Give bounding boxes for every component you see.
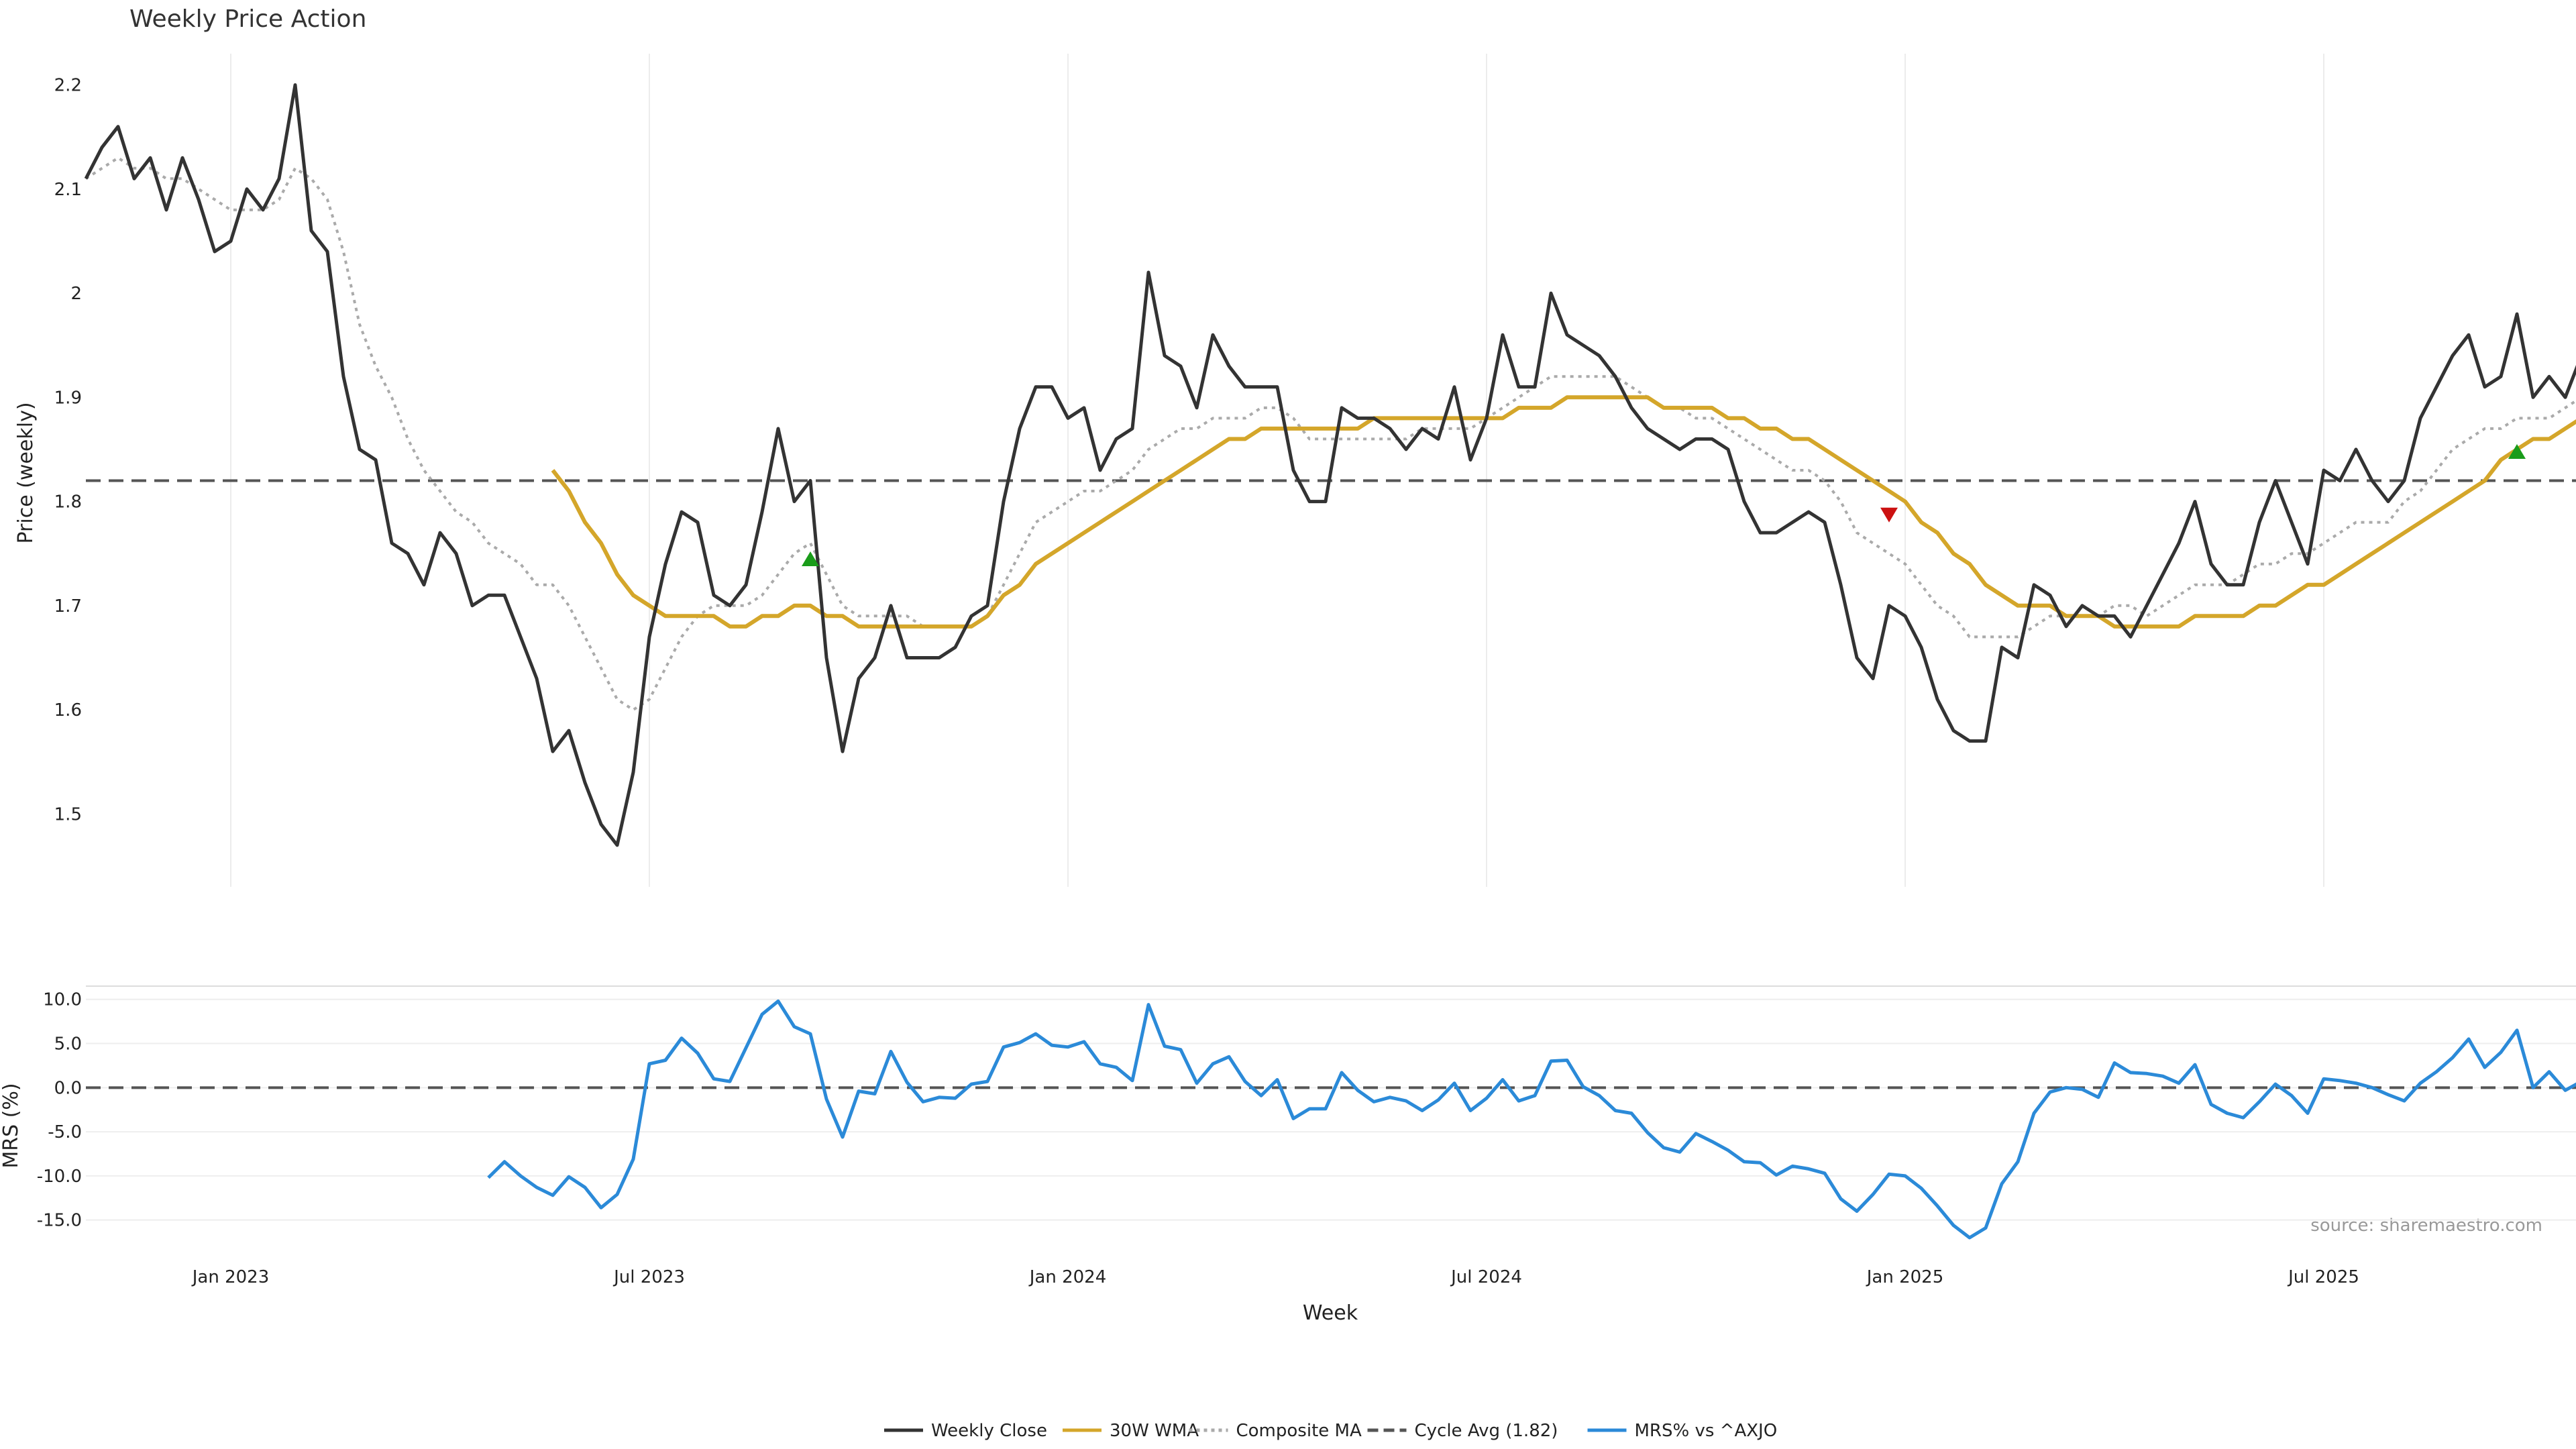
price-y-tick-label: 2 bbox=[70, 284, 82, 304]
price-grid bbox=[230, 54, 2324, 887]
chart-title: Weekly Price Action bbox=[129, 5, 366, 33]
signal-marker-up bbox=[2508, 444, 2526, 460]
price-y-tick-label: 1.6 bbox=[54, 700, 82, 720]
legend-item-30w-wma: 30W WMA bbox=[1063, 1421, 1199, 1441]
legend-item-mrs-vs-axjo: MRS% vs ^AXJO bbox=[1587, 1421, 1778, 1441]
mrs-y-ticks: 10.0 5.0 0.0 -5.0 -10.0 -15.0 bbox=[37, 990, 82, 1231]
price-y-ticks: 1.5 1.6 1.7 1.8 1.9 2 2.1 2.2 bbox=[54, 76, 82, 825]
composite-ma-series bbox=[85, 156, 2576, 712]
source-annotation: source: sharemaestro.com bbox=[2310, 1216, 2542, 1236]
legend: Weekly Close 30W WMA Composite MA Cycle Avg… bbox=[884, 1421, 1777, 1441]
legend-label: Composite MA bbox=[1236, 1421, 1362, 1441]
x-tick-label: Jul 2023 bbox=[612, 1267, 685, 1287]
mrs-grid bbox=[86, 985, 2576, 1221]
legend-label: Weekly Close bbox=[931, 1421, 1047, 1441]
signal-marker-down bbox=[1880, 507, 1898, 523]
weekly-close-series bbox=[84, 83, 2576, 847]
mrs-y-tick-label: 5.0 bbox=[54, 1034, 82, 1055]
price-y-tick-label: 1.5 bbox=[54, 804, 82, 824]
mrs-y-tick-label: -10.0 bbox=[37, 1167, 82, 1187]
legend-label: Cycle Avg (1.82) bbox=[1415, 1421, 1558, 1441]
legend-item-composite-ma: Composite MA bbox=[1189, 1421, 1362, 1441]
price-y-tick-label: 1.8 bbox=[54, 492, 82, 513]
mrs-plot bbox=[86, 999, 2576, 1240]
price-y-tick-label: 1.7 bbox=[54, 596, 82, 616]
mrs-y-tick-label: -5.0 bbox=[48, 1122, 82, 1142]
mrs-y-axis-label: MRS (%) bbox=[0, 1083, 23, 1168]
legend-item-weekly-close: Weekly Close bbox=[884, 1421, 1047, 1441]
x-tick-label: Jan 2025 bbox=[1866, 1267, 1944, 1287]
price-y-tick-label: 2.1 bbox=[54, 180, 82, 200]
x-tick-label: Jul 2025 bbox=[2287, 1267, 2359, 1287]
x-tick-label: Jan 2024 bbox=[1028, 1267, 1107, 1287]
price-y-tick-label: 1.9 bbox=[54, 388, 82, 408]
x-ticks: Jan 2023 Jul 2023 Jan 2024 Jul 2024 Jan 2025… bbox=[191, 1267, 2359, 1287]
price-plot bbox=[84, 83, 2576, 847]
30w-wma-series bbox=[551, 395, 2576, 629]
legend-label: MRS% vs ^AXJO bbox=[1635, 1421, 1778, 1441]
mrs-series bbox=[487, 999, 2576, 1240]
legend-item-cycle-avg-1-82: Cycle Avg (1.82) bbox=[1367, 1421, 1558, 1441]
legend-label: 30W WMA bbox=[1110, 1421, 1199, 1441]
x-axis-label: Week bbox=[1303, 1301, 1358, 1325]
x-tick-label: Jan 2023 bbox=[191, 1267, 270, 1287]
mrs-y-tick-label: 0.0 bbox=[54, 1078, 82, 1098]
mrs-y-tick-label: 10.0 bbox=[43, 990, 82, 1010]
price-y-tick-label: 2.2 bbox=[54, 76, 82, 96]
x-tick-label: Jul 2024 bbox=[1450, 1267, 1522, 1287]
price-y-axis-label: Price (weekly) bbox=[14, 402, 38, 543]
signal-marker-up bbox=[802, 551, 819, 566]
mrs-y-tick-label: -15.0 bbox=[37, 1211, 82, 1231]
